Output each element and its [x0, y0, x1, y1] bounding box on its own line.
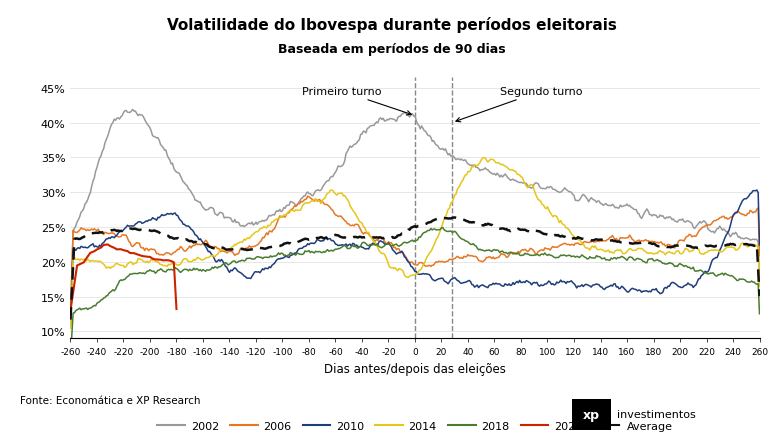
Text: Fonte: Economática e XP Research: Fonte: Economática e XP Research: [20, 395, 200, 405]
Text: Baseada em períodos de 90 dias: Baseada em períodos de 90 dias: [278, 43, 505, 56]
Text: xp: xp: [583, 408, 600, 421]
Text: Volatilidade do Ibovespa durante períodos eleitorais: Volatilidade do Ibovespa durante período…: [167, 17, 616, 33]
Text: Segundo turno: Segundo turno: [456, 87, 582, 122]
Text: investimentos: investimentos: [617, 410, 696, 419]
Legend: 2002, 2006, 2010, 2014, 2018, 2022, Average: 2002, 2006, 2010, 2014, 2018, 2022, Aver…: [153, 417, 677, 434]
Text: Primeiro turno: Primeiro turno: [302, 87, 411, 116]
X-axis label: Dias antes/depois das eleições: Dias antes/depois das eleições: [324, 362, 506, 375]
